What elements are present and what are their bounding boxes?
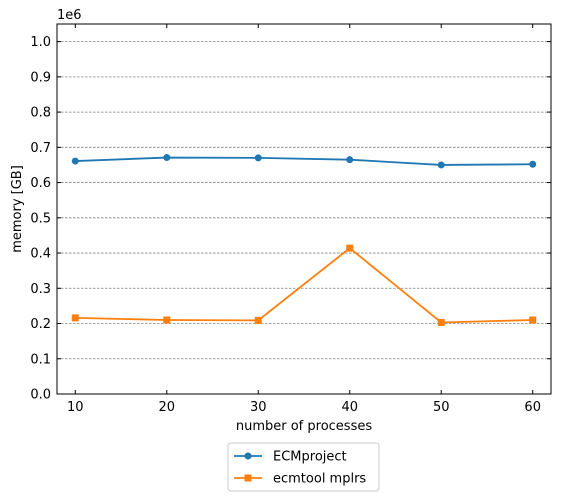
- x-axis-label: number of processes: [236, 419, 372, 434]
- x-tick-label: 20: [159, 400, 176, 415]
- axis-ticks: 0.0 0.1 0.2 0.3 0.4 0.5 0.6 0.7 0.8 0.9 1.0 10 20 30 4…: [30, 24, 551, 415]
- data-point: [163, 154, 171, 162]
- data-point: [437, 318, 445, 326]
- y-tick-label: 0.3: [30, 282, 51, 297]
- plot-frame: [56, 23, 552, 395]
- legend-label: ECMproject: [273, 450, 347, 465]
- legend-frame: [227, 442, 380, 492]
- data-point: [254, 316, 262, 324]
- data-point: [437, 161, 445, 169]
- x-tick-label: 60: [524, 400, 541, 415]
- y-tick-label: 0.2: [30, 317, 51, 332]
- legend: ECMproject ecmtool mplrs: [227, 442, 380, 492]
- y-tick-label: 0.0: [30, 388, 51, 403]
- data-point: [244, 474, 252, 482]
- grid-lines: [57, 41, 551, 360]
- y-tick-label: 0.7: [30, 141, 51, 156]
- data-point: [163, 316, 171, 324]
- y-tick-label: 0.8: [30, 106, 51, 121]
- legend-item: ecmtool mplrs: [234, 472, 366, 487]
- series-layer: [71, 154, 537, 326]
- y-tick-label: 0.5: [30, 211, 51, 226]
- x-tick-label: 50: [433, 400, 450, 415]
- series-line: [75, 246, 533, 324]
- x-tick-label: 40: [341, 400, 358, 415]
- y-offset-label: 1e6: [57, 8, 82, 23]
- data-point: [346, 156, 354, 164]
- series-line: [75, 156, 533, 166]
- x-tick-label: 10: [67, 400, 84, 415]
- y-axis-label: memory [GB]: [10, 165, 25, 253]
- y-tick-label: 0.9: [30, 70, 51, 85]
- y-tick-label: 0.1: [30, 352, 51, 367]
- y-tick-label: 0.4: [30, 247, 51, 262]
- y-tick-label: 1.0: [30, 35, 51, 50]
- data-point: [71, 157, 79, 165]
- data-point: [529, 316, 537, 324]
- series-ecmproject: [71, 154, 537, 169]
- series-ecmtool-mplrs: [71, 244, 537, 326]
- legend-item: ECMproject: [234, 450, 347, 465]
- y-tick-label: 0.6: [30, 176, 51, 191]
- x-tick-label: 30: [250, 400, 267, 415]
- data-point: [254, 154, 262, 162]
- data-point: [244, 452, 252, 460]
- data-point: [71, 314, 79, 322]
- legend-label: ecmtool mplrs: [273, 472, 366, 487]
- data-point: [529, 160, 537, 168]
- data-point: [346, 244, 354, 252]
